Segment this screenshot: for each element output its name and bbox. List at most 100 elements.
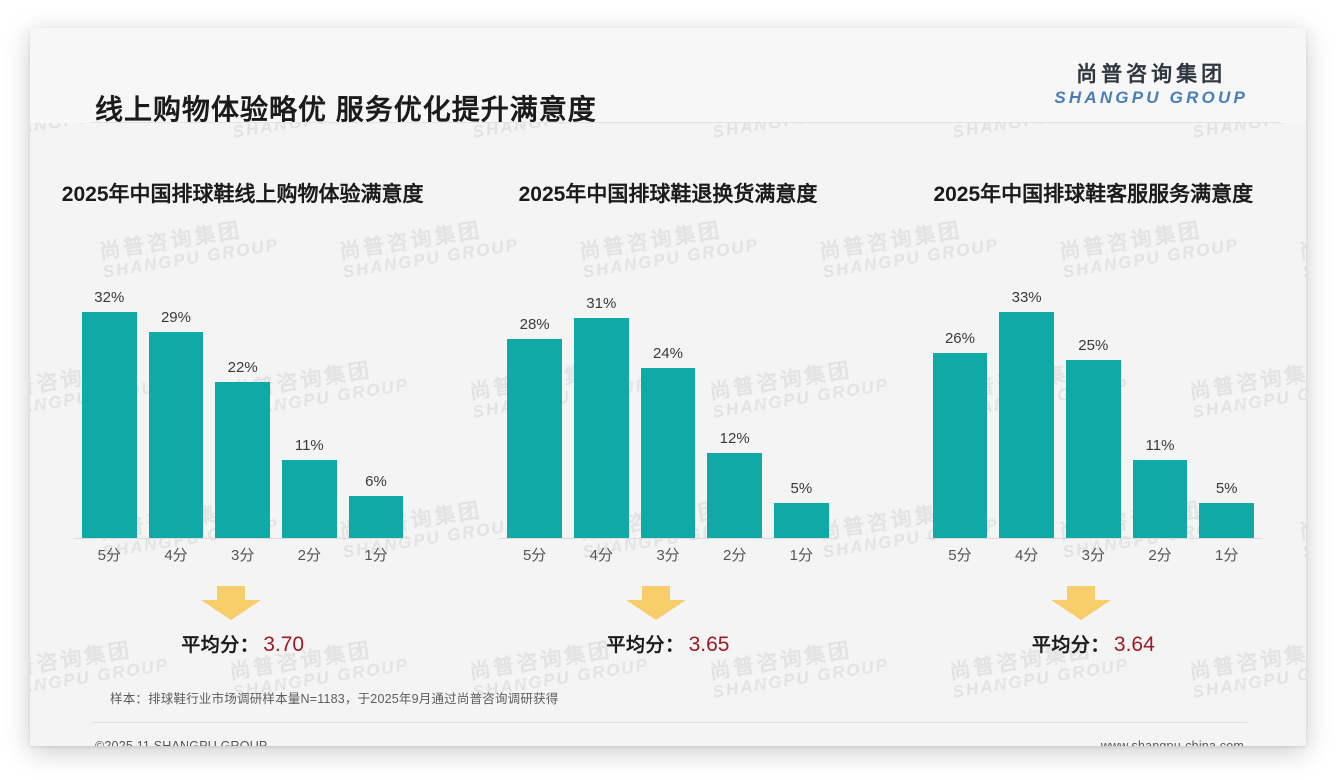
chart-title: 2025年中国排球鞋客服服务满意度 <box>933 183 1254 206</box>
website-link[interactable]: www.shangpu-china.com <box>1100 739 1244 746</box>
bar-value-label: 5% <box>1215 480 1238 498</box>
bar-slot: 11% <box>282 289 337 539</box>
bar-group: 32% 29% 22% 11% 6% <box>82 289 404 539</box>
chart-title: 2025年中国排球鞋退换货满意度 <box>518 183 818 206</box>
bar-value-label: 11% <box>1145 437 1175 455</box>
sample-footnote: 样本：排球鞋行业市场调研样本量N=1183，于2025年9月通过尚普咨询调研获得 <box>110 692 559 706</box>
bar-value-label: 22% <box>227 358 258 376</box>
category-label: 2分 <box>722 547 747 564</box>
average-score-row: 平均分： 3.64 <box>881 630 1306 657</box>
slide-card: 尚普咨询集团 SHANGPU GROUP 尚普咨询集团 SHANGPU GROUP 尚普… <box>30 28 1306 746</box>
category-axis: 5分 4分 3分 2分 1分 <box>82 544 403 565</box>
bar-slot: 12% <box>707 289 762 539</box>
down-arrow-icon <box>625 586 686 620</box>
bar-slot: 33% <box>999 289 1054 539</box>
bar-slot: 22% <box>215 289 270 539</box>
bar-value-label: 11% <box>294 437 324 455</box>
average-score-label: 平均分： <box>1031 635 1110 656</box>
bar-value-label: 12% <box>719 430 750 448</box>
average-score-row: 平均分： 3.70 <box>30 630 455 657</box>
bar <box>999 312 1054 539</box>
bar-value-label: 24% <box>652 344 683 362</box>
average-score-row: 平均分： 3.65 <box>455 630 880 657</box>
bar-slot: 26% <box>932 289 988 539</box>
category-label: 2分 <box>1148 547 1172 564</box>
brand-logo: 尚普咨询集团 SHANGPU GROUP <box>1054 64 1248 106</box>
bar <box>282 460 337 539</box>
bar-slot: 29% <box>148 289 204 539</box>
bar-slot: 31% <box>574 289 629 539</box>
category-label: 5分 <box>948 547 972 564</box>
average-score-value: 3.70 <box>263 633 305 656</box>
category-axis: 5分 4分 3分 2分 1分 <box>507 544 828 565</box>
average-score-value: 3.64 <box>1113 633 1155 656</box>
chart-title: 2025年中国排球鞋线上购物体验满意度 <box>61 183 424 206</box>
bar <box>1066 360 1121 539</box>
bar-value-label: 29% <box>160 308 191 326</box>
bar <box>507 339 562 539</box>
page-title: 线上购物体验略优 服务优化提升满意度 <box>95 94 597 125</box>
bar <box>707 453 762 539</box>
average-score-value: 3.65 <box>688 633 730 656</box>
bar-value-label: 31% <box>586 294 617 312</box>
bar <box>148 331 204 539</box>
bar-slot: 24% <box>640 289 696 539</box>
brand-name-en: SHANGPU GROUP <box>1054 88 1248 107</box>
chart-panel-online-shopping: 2025年中国排球鞋线上购物体验满意度 32% 29% 22% 11% 6% 5分 4分 3… <box>30 148 455 678</box>
down-arrow-icon <box>200 586 261 620</box>
bar <box>1199 503 1254 539</box>
category-label: 1分 <box>789 547 813 564</box>
bar-value-label: 32% <box>94 289 125 306</box>
axis-baseline <box>924 538 1262 539</box>
chart-panel-returns-exchanges: 2025年中国排球鞋退换货满意度 28% 31% 24% 12% 5% 5分 4分 3分 2分… <box>455 148 880 678</box>
category-label: 4分 <box>1014 547 1039 564</box>
category-axis: 5分 4分 3分 2分 1分 <box>933 544 1254 565</box>
axis-baseline <box>74 538 412 539</box>
category-label: 5分 <box>97 547 121 564</box>
bar-slot: 25% <box>1066 289 1121 539</box>
bar-slot: 11% <box>1132 289 1188 539</box>
category-label: 1分 <box>1214 547 1239 564</box>
bar-slot: 32% <box>82 289 137 539</box>
footer-divider <box>92 722 1247 723</box>
category-label: 3分 <box>656 547 680 564</box>
down-arrow-icon <box>1051 586 1112 620</box>
chart-plot-area: 32% 29% 22% 11% 6% <box>74 263 412 539</box>
category-label: 4分 <box>589 547 613 564</box>
brand-name-cn: 尚普咨询集团 <box>1076 63 1227 86</box>
category-label: 5分 <box>522 547 547 564</box>
bar-value-label: 5% <box>790 480 813 498</box>
bar <box>215 381 270 539</box>
bar <box>82 312 137 539</box>
copyright-text: ©2025.11 SHANGPU GROUP <box>95 739 268 746</box>
bar-value-label: 26% <box>944 330 975 348</box>
bar <box>348 496 404 539</box>
bar-group: 26% 33% 25% 11% 5% <box>932 289 1254 539</box>
bar-slot: 5% <box>1199 289 1254 539</box>
average-score-label: 平均分： <box>606 635 685 656</box>
bar <box>574 317 629 539</box>
average-score-label: 平均分： <box>181 635 260 656</box>
bar <box>1132 460 1188 539</box>
category-label: 1分 <box>364 547 388 564</box>
bar-value-label: 33% <box>1011 289 1042 306</box>
bar-value-label: 28% <box>519 316 550 333</box>
category-label: 3分 <box>230 547 255 564</box>
bar-slot: 28% <box>507 289 562 539</box>
category-label: 2分 <box>297 547 321 564</box>
category-label: 4分 <box>164 547 188 564</box>
bar-value-label: 25% <box>1078 337 1109 355</box>
bar-slot: 6% <box>348 289 404 539</box>
chart-plot-area: 26% 33% 25% 11% 5% <box>924 263 1262 539</box>
bar-value-label: 6% <box>365 473 387 491</box>
chart-panel-customer-service: 2025年中国排球鞋客服服务满意度 26% 33% 25% 11% 5% 5分 4分 3分 2… <box>881 148 1306 678</box>
header-divider <box>90 122 1280 123</box>
bar <box>774 503 829 539</box>
category-label: 3分 <box>1081 547 1105 564</box>
bar <box>932 353 988 539</box>
axis-baseline <box>499 538 837 539</box>
slide-footer: ©2025.11 SHANGPU GROUP www.shangpu-china… <box>30 733 1306 746</box>
chart-plot-area: 28% 31% 24% 12% 5% <box>499 263 837 539</box>
slide-header: 线上购物体验略优 服务优化提升满意度 尚普咨询集团 SHANGPU GROUP <box>30 28 1306 125</box>
